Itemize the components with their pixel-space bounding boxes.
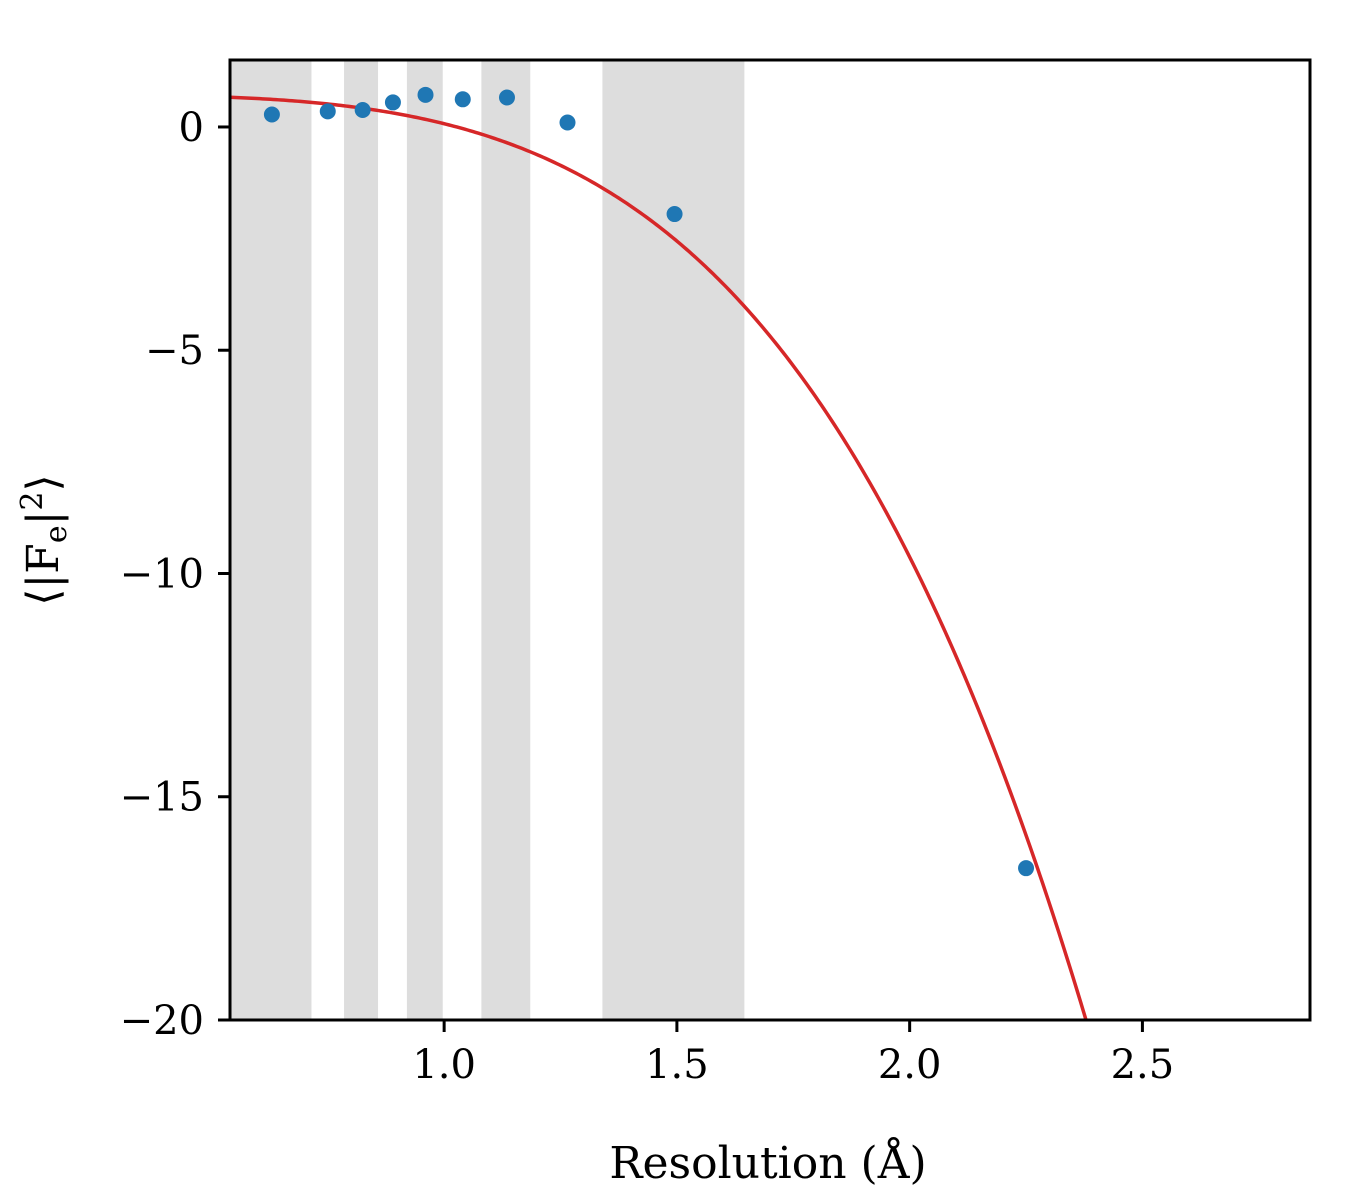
shaded-band xyxy=(406,60,443,1020)
data-point xyxy=(498,89,515,106)
y-axis-label-sub: e xyxy=(39,525,74,543)
shaded-band xyxy=(602,60,745,1020)
y-axis-label: ⟨|Fe|2⟩ xyxy=(15,474,74,605)
x-tick-label: 1.0 xyxy=(412,1042,476,1088)
y-axis-label-tail: | xyxy=(18,511,69,526)
y-tick-label: −15 xyxy=(120,775,204,821)
data-point xyxy=(263,106,280,123)
y-tick-label: −20 xyxy=(120,998,204,1044)
y-tick-label: −5 xyxy=(145,328,204,374)
x-tick-label: 2.5 xyxy=(1111,1042,1175,1088)
y-axis-label-close: ⟩ xyxy=(18,474,69,491)
data-point xyxy=(384,94,401,111)
data-point xyxy=(1018,860,1035,877)
y-tick-label: 0 xyxy=(179,105,204,151)
fit-curve xyxy=(229,95,1088,1021)
shaded-bands xyxy=(230,60,745,1020)
y-axis-ticks: 0 −5 −10 −15 −20 xyxy=(120,105,230,1044)
axes-frame xyxy=(228,58,1312,1022)
y-tick-label: −10 xyxy=(120,551,204,597)
data-point xyxy=(319,103,336,120)
data-points xyxy=(263,86,1035,877)
x-axis-label: Resolution (Å) xyxy=(609,1136,926,1189)
shaded-band xyxy=(344,60,379,1020)
y-axis-label-main: ⟨|F xyxy=(18,543,69,606)
data-point xyxy=(417,86,434,103)
data-point xyxy=(354,102,371,119)
data-point xyxy=(454,91,471,108)
x-axis-ticks: 1.0 1.5 2.0 2.5 xyxy=(412,1020,1174,1088)
shaded-band xyxy=(230,60,312,1020)
x-tick-label: 2.0 xyxy=(878,1042,942,1088)
y-axis-label-sup: 2 xyxy=(15,491,50,510)
x-tick-label: 1.5 xyxy=(645,1042,709,1088)
data-point xyxy=(666,206,683,223)
data-point xyxy=(559,114,576,131)
shaded-band xyxy=(481,60,531,1020)
plot-area xyxy=(229,86,1088,1021)
